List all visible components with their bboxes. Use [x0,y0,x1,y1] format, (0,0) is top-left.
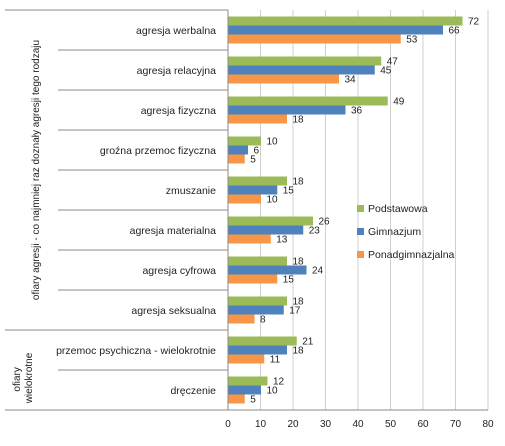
bar-zmuszanie-ponadgimnazjalna [228,194,261,204]
data-label-grozna-przemoc-fizyczna-podstawowa: 10 [267,137,279,148]
bar-agresja-werbalna-podstawowa [228,16,463,26]
category-label-agresja-cyfrowa: agresja cyfrowa [142,265,216,277]
x-tick-label-10: 10 [255,419,267,430]
data-label-zmuszanie-gimnazjum: 15 [283,186,295,197]
data-label-agresja-fizyczna-ponadgimnazjalna: 18 [293,115,305,126]
bar-agresja-werbalna-gimnazjum [228,25,443,35]
x-tick-label-60: 60 [417,419,429,430]
data-label-agresja-seksualna-gimnazjum: 17 [289,306,301,317]
x-tick-label-30: 30 [320,419,332,430]
legend-label-podstawowa: Podstawowa [368,203,428,215]
group-label-multiple-line-2: wielokrotne [24,352,35,404]
bar-dreczenie-podstawowa [228,376,268,386]
data-label-agresja-cyfrowa-ponadgimnazjalna: 15 [283,275,295,286]
category-label-agresja-seksualna: agresja seksualna [131,305,216,317]
bar-agresja-seksualna-podstawowa [228,296,287,306]
legend: Podstawowa Gimnazjum Ponadgimnazjalna [357,203,455,261]
category-label-agresja-materialna: agresja materialna [130,225,217,237]
bar-grozna-przemoc-fizyczna-ponadgimnazjalna [228,154,245,164]
data-label-grozna-przemoc-fizyczna-ponadgimnazjalna: 5 [250,155,256,166]
data-label-agresja-cyfrowa-podstawowa: 18 [293,257,305,268]
data-label-dreczenie-podstawowa: 12 [273,377,285,388]
bar-agresja-relacyjna-gimnazjum [228,65,375,75]
group-label-multiple-line-1: ofiary [12,367,23,391]
data-label-agresja-cyfrowa-gimnazjum: 24 [312,266,324,277]
data-label-agresja-relacyjna-podstawowa: 47 [387,57,399,68]
category-label-agresja-werbalna: agresja werbalna [136,25,216,37]
bar-agresja-fizyczna-ponadgimnazjalna [228,114,287,124]
bar-agresja-fizyczna-podstawowa [228,96,388,106]
bar-grozna-przemoc-fizyczna-podstawowa [228,136,261,146]
x-axis-ticks: 0 10 20 30 40 50 60 70 80 [225,419,494,430]
data-label-agresja-fizyczna-podstawowa: 49 [393,97,405,108]
category-label-grozna-przemoc-fizyczna: groźna przemoc fizyczna [100,145,216,157]
bar-grozna-przemoc-fizyczna-gimnazjum [228,145,248,155]
category-label-agresja-fizyczna: agresja fizyczna [141,105,216,117]
bar-agresja-werbalna-ponadgimnazjalna [228,34,401,44]
category-label-przemoc-psychiczna-wielokrotnie: przemoc psychiczna - wielokrotnie [56,345,216,357]
bar-agresja-materialna-ponadgimnazjalna [228,234,271,244]
legend-swatch-podstawowa [357,205,364,212]
data-label-agresja-werbalna-ponadgimnazjalna: 53 [406,35,418,46]
group-label-multiple: ofiary wielokrotne [12,352,35,404]
legend-swatch-ponadgimnazjalna [357,251,364,258]
data-label-zmuszanie-ponadgimnazjalna: 10 [267,195,279,206]
category-frame [5,9,488,411]
data-label-agresja-relacyjna-gimnazjum: 45 [380,66,392,77]
legend-swatch-gimnazjum [357,228,364,235]
bar-agresja-cyfrowa-podstawowa [228,256,287,266]
category-label-agresja-relacyjna: agresja relacyjna [137,65,217,77]
data-label-przemoc-psychiczna-wielokrotnie-ponadgimnazjalna: 11 [270,355,281,366]
bar-agresja-fizyczna-gimnazjum [228,105,346,115]
bar-dreczenie-gimnazjum [228,385,261,395]
x-tick-label-80: 80 [482,419,494,430]
data-label-zmuszanie-podstawowa: 18 [293,177,305,188]
data-labels: 7266534745344936181065181510262313182415… [250,17,479,406]
bar-przemoc-psychiczna-wielokrotnie-ponadgimnazjalna [228,354,265,364]
bar-agresja-relacyjna-ponadgimnazjalna [228,74,339,84]
bar-przemoc-psychiczna-wielokrotnie-gimnazjum [228,345,287,355]
data-label-przemoc-psychiczna-wielokrotnie-gimnazjum: 18 [293,346,305,357]
bar-agresja-cyfrowa-gimnazjum [228,265,307,275]
bar-zmuszanie-podstawowa [228,176,287,186]
data-label-agresja-werbalna-gimnazjum: 66 [449,26,461,37]
x-tick-label-0: 0 [225,419,231,430]
legend-label-gimnazjum: Gimnazjum [368,226,421,238]
data-label-agresja-materialna-gimnazjum: 23 [309,226,321,237]
data-label-dreczenie-ponadgimnazjalna: 5 [250,395,256,406]
data-label-agresja-seksualna-ponadgimnazjalna: 8 [260,315,266,326]
x-tick-label-70: 70 [450,419,462,430]
data-label-agresja-fizyczna-gimnazjum: 36 [351,106,363,117]
bars [228,16,463,404]
bar-agresja-relacyjna-podstawowa [228,56,382,66]
bar-agresja-cyfrowa-ponadgimnazjalna [228,274,278,284]
data-label-agresja-seksualna-podstawowa: 18 [293,297,305,308]
data-label-agresja-werbalna-podstawowa: 72 [468,17,480,28]
data-label-grozna-przemoc-fizyczna-gimnazjum: 6 [254,146,260,157]
category-label-dreczenie: dręczenie [170,385,216,397]
data-label-przemoc-psychiczna-wielokrotnie-podstawowa: 21 [302,337,314,348]
bar-agresja-seksualna-ponadgimnazjalna [228,314,255,324]
bar-agresja-seksualna-gimnazjum [228,305,284,315]
bar-dreczenie-ponadgimnazjalna [228,394,245,404]
group-label-once: ofiary agresji - co najmniej raz doznały… [31,40,42,300]
x-tick-label-50: 50 [385,419,397,430]
x-tick-label-40: 40 [352,419,364,430]
x-tick-label-20: 20 [287,419,299,430]
legend-label-ponadgimnazjalna: Ponadgimnazjalna [368,249,455,261]
bar-przemoc-psychiczna-wielokrotnie-podstawowa [228,336,297,346]
category-labels: agresja werbalna agresja relacyjna agresja… [56,25,216,397]
bar-agresja-materialna-podstawowa [228,216,313,226]
category-label-zmuszanie: zmuszanie [166,185,216,197]
data-label-agresja-relacyjna-ponadgimnazjalna: 34 [345,75,357,86]
bar-agresja-materialna-gimnazjum [228,225,304,235]
data-label-agresja-materialna-podstawowa: 26 [319,217,331,228]
bar-zmuszanie-gimnazjum [228,185,278,195]
data-label-dreczenie-gimnazjum: 10 [267,386,279,397]
data-label-agresja-materialna-ponadgimnazjalna: 13 [276,235,288,246]
